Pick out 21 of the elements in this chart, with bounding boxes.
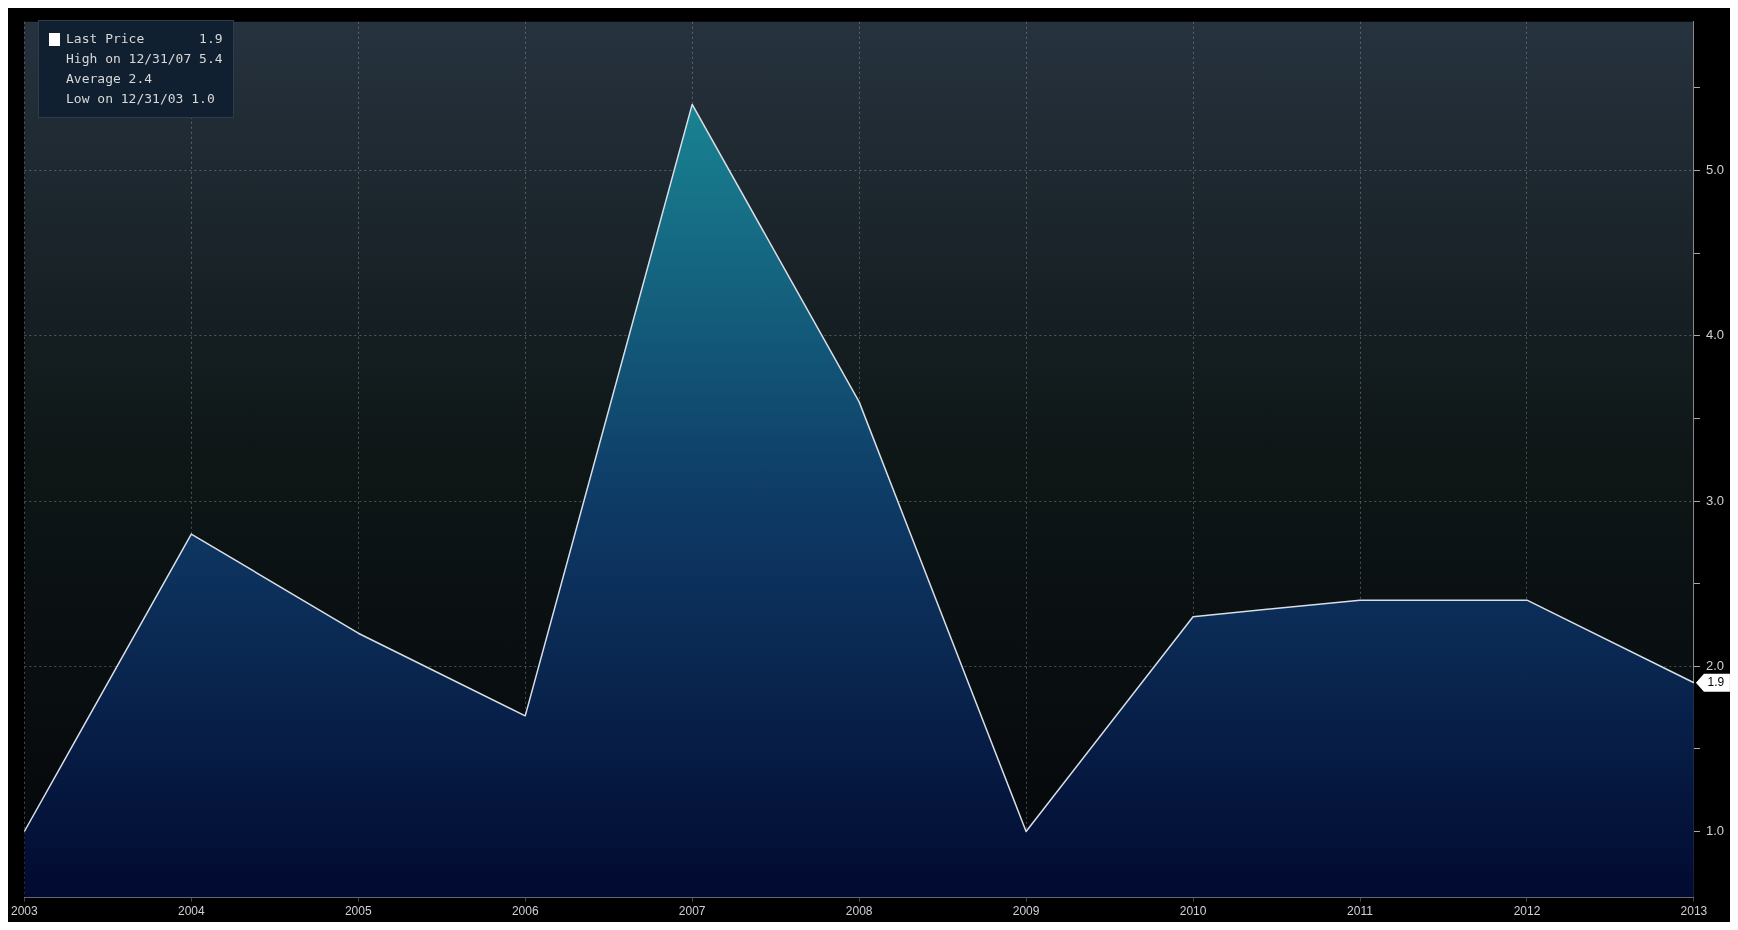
y-tick-label: 1.0 [1705,823,1725,839]
annotation: Low on 12/31/03 1.0 [65,90,216,108]
annotation: High on 12/31/07 5.4 [65,50,223,68]
x-tick-label: 2005 [344,904,372,919]
y-tick-label: 5.0 [1705,162,1725,178]
legend-label: Last Price [66,30,145,48]
annotation: Average 2.4 [65,70,154,88]
x-tick-label: 2006 [511,904,539,919]
x-tick-label: 2012 [1513,904,1541,919]
y-tick-label: 2.0 [1705,657,1725,673]
x-tick-label: 2009 [1012,904,1040,919]
x-tick-label: 2004 [177,904,205,919]
x-tick-label: 2007 [678,904,706,919]
y-tick-label: 3.0 [1705,492,1725,508]
x-tick-label: 2011 [1347,904,1374,919]
x-tick-label: 2010 [1179,904,1207,919]
x-tick-label: 2003 [11,904,39,919]
text: 1.9 [199,31,223,46]
x-tick-label: 2013 [1680,904,1708,919]
x-tick-label: 2008 [845,904,873,919]
y-tick-label: 4.0 [1705,327,1725,343]
